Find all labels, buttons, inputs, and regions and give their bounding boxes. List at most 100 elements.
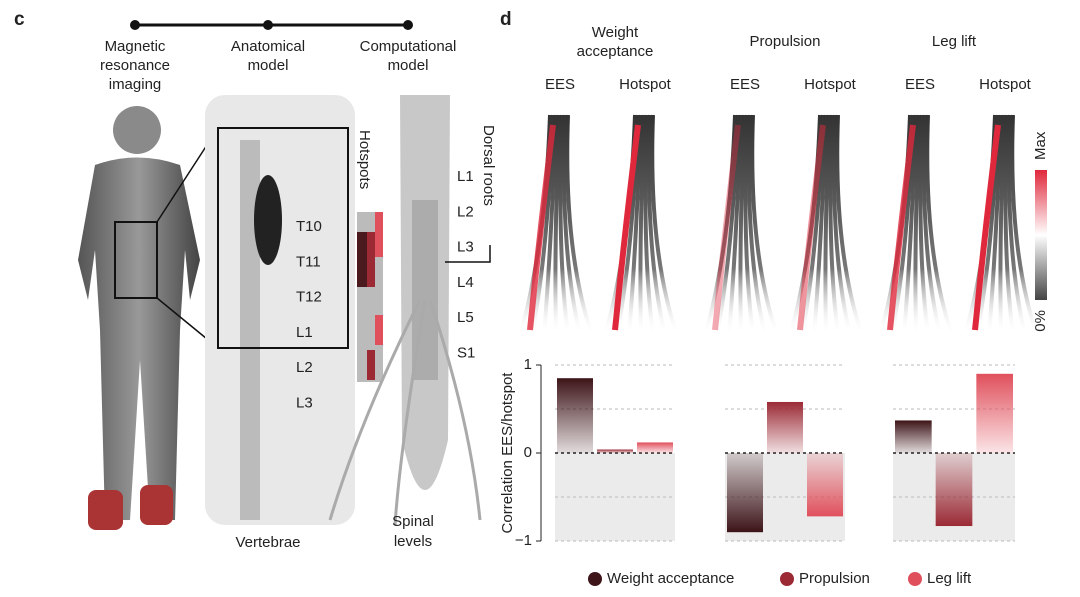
activation (612, 124, 641, 331)
root-strand (832, 114, 852, 336)
bar (597, 449, 633, 453)
root-strand (1010, 114, 1039, 336)
root-strand (828, 114, 840, 336)
vertebra-level: L3 (296, 394, 313, 411)
stage-label: resonance (100, 57, 170, 74)
bar (767, 401, 803, 453)
y-tick-label: −1 (515, 532, 532, 549)
hotspots-label: Hotspots (356, 130, 373, 189)
root-strand (747, 114, 767, 336)
colorbar-max: Max (1032, 131, 1049, 160)
panel-label: c (14, 9, 25, 30)
stage-label: Computational (360, 38, 457, 55)
root-strand (1007, 114, 1027, 336)
stage-label: model (248, 57, 289, 74)
map-label: Hotspot (619, 76, 672, 93)
group-title: acceptance (577, 43, 654, 60)
legend-swatch (780, 572, 794, 586)
y-tick-label: 0 (524, 444, 532, 461)
root-strand (835, 114, 864, 336)
vertebra-level: L1 (296, 324, 313, 341)
root-strand (565, 114, 594, 336)
bar (976, 373, 1013, 453)
vertebrae-model (205, 95, 355, 525)
bar (727, 453, 763, 533)
bar (557, 378, 593, 453)
root-strand (647, 114, 667, 336)
vertebra-level: T10 (296, 218, 322, 235)
dorsal-roots-label: Dorsal roots (480, 125, 497, 206)
legend-swatch (588, 572, 602, 586)
vertebra-level: L2 (296, 359, 313, 376)
panel-label: d (500, 9, 512, 30)
root-strand (553, 114, 561, 336)
stage-label: model (388, 57, 429, 74)
vertebra-level: T11 (296, 253, 321, 270)
map-label: Hotspot (979, 76, 1032, 93)
bar (807, 453, 843, 517)
root-strand (918, 114, 930, 336)
colorbar (1035, 170, 1047, 300)
legend-swatch (908, 572, 922, 586)
vertebra-level: T12 (296, 289, 322, 306)
human-figure (78, 106, 219, 530)
root-strand (542, 114, 558, 336)
root-strand (738, 114, 746, 336)
root-strand (715, 114, 740, 336)
panel-c: c (14, 9, 491, 530)
stage-label: imaging (109, 76, 162, 93)
root-strand (727, 114, 743, 336)
root-strand (703, 114, 737, 336)
spinal-level: L5 (457, 309, 474, 326)
spinal-level: L4 (457, 274, 474, 291)
map-label: EES (730, 76, 760, 93)
dot (130, 20, 140, 30)
root-strand (562, 114, 582, 336)
root-strand (922, 114, 942, 336)
map-label: Hotspot (804, 76, 857, 93)
root-strand (925, 114, 954, 336)
map-label: EES (905, 76, 935, 93)
group-title: Weight (592, 24, 639, 41)
root-strand (750, 114, 779, 336)
y-axis-label: Correlation EES/hotspot (499, 372, 516, 534)
spinal-level: L2 (457, 203, 474, 220)
spinal-caption: Spinal (392, 513, 434, 530)
activation (527, 124, 556, 331)
root-strand (1003, 114, 1015, 336)
spinal-caption: levels (394, 533, 432, 550)
root-strand (650, 114, 679, 336)
root-strand (627, 114, 643, 336)
root-strand (558, 114, 570, 336)
group-title: Leg lift (932, 33, 977, 50)
stage-label: Anatomical (231, 38, 305, 55)
root-strand (998, 114, 1006, 336)
spinal-level: L3 (457, 239, 474, 256)
root-strand (987, 114, 1003, 336)
bar (935, 453, 973, 527)
spinal-level: L1 (457, 168, 474, 185)
root-strand (643, 114, 655, 336)
activation (972, 124, 1001, 331)
vertebrae-caption: Vertebrae (235, 534, 300, 551)
root-strand (902, 114, 918, 336)
dot (403, 20, 413, 30)
root-strand (743, 114, 755, 336)
spinal-level: S1 (457, 344, 475, 361)
y-tick-label: 1 (524, 356, 532, 373)
dot (263, 20, 273, 30)
root-strand (638, 114, 646, 336)
panel-d: d Max 0% (500, 9, 1049, 332)
activation (712, 124, 741, 331)
activation (797, 124, 826, 331)
legend-label: Weight acceptance (607, 570, 734, 587)
bar (895, 420, 932, 453)
bar (637, 442, 673, 453)
root-strand (913, 114, 921, 336)
group-title: Propulsion (750, 33, 821, 50)
computational-model (328, 95, 491, 526)
root-strand (823, 114, 831, 336)
legend-label: Propulsion (799, 570, 870, 587)
activation (887, 124, 916, 331)
stage-label: Magnetic (105, 38, 166, 55)
